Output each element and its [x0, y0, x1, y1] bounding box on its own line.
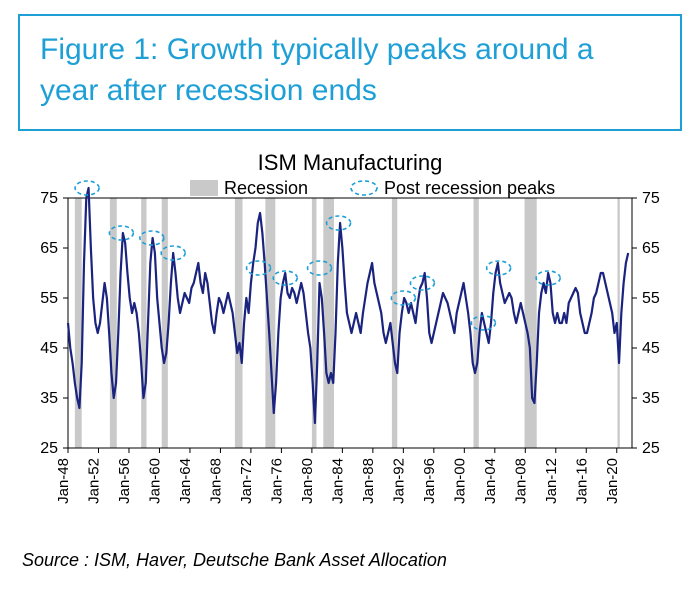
y-tick-right: 35 — [642, 390, 660, 407]
x-tick: Jan-04 — [482, 458, 499, 504]
legend-swatch-peaks — [351, 181, 377, 195]
chart-area: 25 25 35 35 45 45 55 55 65 65 75 75 Jan-48 Jan-52 Jan-… — [18, 148, 682, 528]
x-tick: Jan-16 — [573, 458, 590, 504]
y-tick-right: 65 — [642, 240, 660, 257]
x-tick: Jan-64 — [177, 458, 194, 504]
chart-svg: 25 25 35 35 45 45 55 55 65 65 75 75 Jan-48 Jan-52 Jan-… — [18, 148, 682, 528]
x-tick: Jan-20 — [604, 458, 621, 504]
y-tick-left: 45 — [40, 340, 58, 357]
y-tick-right: 25 — [642, 440, 660, 457]
x-tick: Jan-88 — [360, 458, 377, 504]
y-tick-right: 45 — [642, 340, 660, 357]
x-tick: Jan-60 — [146, 458, 163, 504]
x-tick: Jan-96 — [421, 458, 438, 504]
x-tick: Jan-56 — [116, 458, 133, 504]
y-tick-right: 75 — [642, 190, 660, 207]
figure-title: Figure 1: Growth typically peaks around … — [40, 30, 660, 111]
x-tick: Jan-48 — [55, 458, 72, 504]
chart-title: ISM Manufacturing — [258, 150, 443, 175]
legend-swatch-recession — [190, 180, 218, 196]
recession-band — [392, 198, 397, 448]
legend-label-recession: Recession — [224, 178, 308, 198]
title-box: Figure 1: Growth typically peaks around … — [18, 14, 682, 131]
x-tick: Jan-12 — [543, 458, 560, 504]
x-tick: Jan-80 — [299, 458, 316, 504]
legend-label-peaks: Post recession peaks — [384, 178, 555, 198]
x-tick: Jan-76 — [268, 458, 285, 504]
recession-band — [141, 198, 146, 448]
y-tick-left: 35 — [40, 390, 58, 407]
recession-band — [323, 198, 334, 448]
x-tick: Jan-08 — [512, 458, 529, 504]
recession-band — [473, 198, 478, 448]
recession-band — [235, 198, 243, 448]
source-text: Source : ISM, Haver, Deutsche Bank Asset… — [22, 550, 447, 571]
x-tick: Jan-72 — [238, 458, 255, 504]
recession-band — [110, 198, 117, 448]
y-tick-right: 55 — [642, 290, 660, 307]
figure-container: Figure 1: Growth typically peaks around … — [0, 0, 700, 610]
x-tick: Jan-84 — [329, 458, 346, 504]
y-tick-left: 75 — [40, 190, 58, 207]
y-tick-left: 25 — [40, 440, 58, 457]
x-tick: Jan-00 — [451, 458, 468, 504]
x-tick: Jan-68 — [207, 458, 224, 504]
y-tick-left: 65 — [40, 240, 58, 257]
recession-band — [75, 198, 82, 448]
recession-band — [618, 198, 620, 448]
y-tick-left: 55 — [40, 290, 58, 307]
x-tick: Jan-92 — [390, 458, 407, 504]
x-tick: Jan-52 — [85, 458, 102, 504]
ism-line — [68, 188, 628, 423]
